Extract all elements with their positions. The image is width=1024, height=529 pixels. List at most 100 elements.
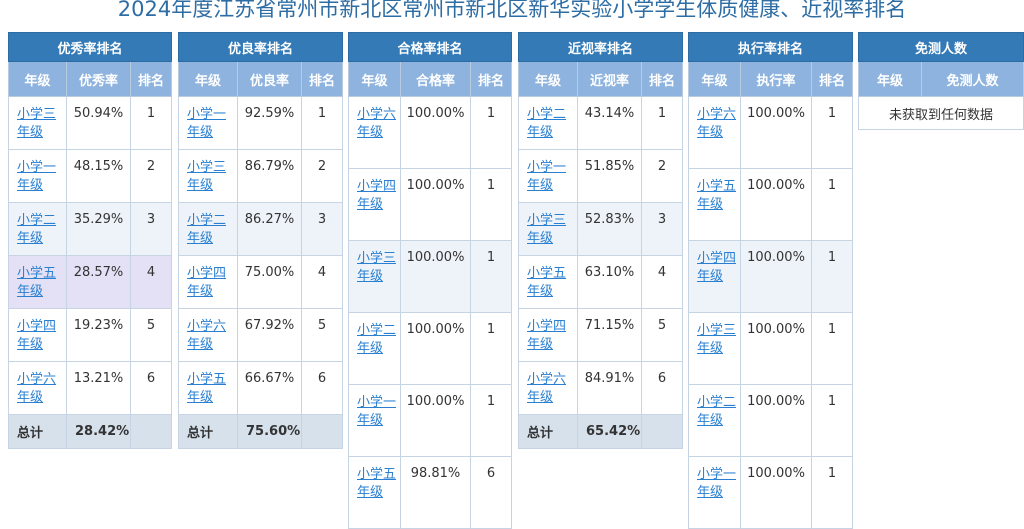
column-header-rank: 排名 xyxy=(300,61,344,97)
table-row: 小学三年级 52.83% 3 xyxy=(518,202,684,256)
grade-link[interactable]: 小学六年级 xyxy=(697,107,737,140)
column-header-grade: 年级 xyxy=(8,61,67,97)
empty-row: 未获取到任何数据 xyxy=(857,96,1024,130)
rate-value: 100.00% xyxy=(740,456,812,529)
myopia-rate-panel: 近视率排名 年级 近视率 排名 小学二年级 43.14% 1 小学一年级 51.… xyxy=(517,32,684,449)
grade-link[interactable]: 小学五年级 xyxy=(527,266,567,299)
grade-link[interactable]: 小学一年级 xyxy=(697,467,737,500)
table-row: 小学二年级 100.00% 1 xyxy=(348,312,513,385)
rate-value: 50.94% xyxy=(66,96,131,150)
total-rank-empty xyxy=(640,414,684,449)
column-header-rank: 排名 xyxy=(469,61,513,97)
total-rank-empty xyxy=(129,414,173,449)
table-row: 小学五年级 100.00% 1 xyxy=(688,168,854,241)
grade-link[interactable]: 小学三年级 xyxy=(527,213,567,246)
rate-value: 48.15% xyxy=(66,149,131,203)
rate-value: 100.00% xyxy=(740,312,812,385)
rate-value: 35.29% xyxy=(66,202,131,256)
rank-value: 6 xyxy=(640,361,684,415)
total-label: 总计 xyxy=(518,414,578,449)
rank-value: 1 xyxy=(300,96,344,150)
grade-link[interactable]: 小学一年级 xyxy=(17,160,57,193)
grade-link[interactable]: 小学五年级 xyxy=(187,372,227,405)
total-value: 75.60% xyxy=(237,414,302,449)
myopia-rate-table: 近视率排名 年级 近视率 排名 小学二年级 43.14% 1 小学一年级 51.… xyxy=(517,32,684,449)
rank-value: 6 xyxy=(129,361,173,415)
table-row: 小学六年级 100.00% 1 xyxy=(348,96,513,169)
table-caption: 执行率排名 xyxy=(687,32,854,62)
grade-link[interactable]: 小学二年级 xyxy=(697,395,737,428)
table-caption: 免测人数 xyxy=(857,32,1024,62)
grade-link[interactable]: 小学二年级 xyxy=(187,213,227,246)
table-row: 小学三年级 86.79% 2 xyxy=(178,149,344,203)
column-header-grade: 年级 xyxy=(518,61,578,97)
table-row: 小学五年级 66.67% 6 xyxy=(178,361,344,415)
rank-value: 1 xyxy=(469,384,513,457)
grade-link[interactable]: 小学六年级 xyxy=(187,319,227,352)
rate-value: 51.85% xyxy=(577,149,642,203)
rate-value: 52.83% xyxy=(577,202,642,256)
rank-value: 1 xyxy=(129,96,173,150)
grade-link[interactable]: 小学一年级 xyxy=(187,107,227,140)
table-caption: 近视率排名 xyxy=(517,32,684,62)
rank-value: 3 xyxy=(300,202,344,256)
total-rank-empty xyxy=(300,414,344,449)
grade-link[interactable]: 小学二年级 xyxy=(527,107,567,140)
grade-link[interactable]: 小学一年级 xyxy=(357,395,397,428)
table-row: 小学四年级 71.15% 5 xyxy=(518,308,684,362)
rate-value: 84.91% xyxy=(577,361,642,415)
rate-value: 100.00% xyxy=(740,240,812,313)
rank-value: 6 xyxy=(300,361,344,415)
grade-link[interactable]: 小学五年级 xyxy=(17,266,57,299)
grade-link[interactable]: 小学四年级 xyxy=(17,319,57,352)
rate-value: 67.92% xyxy=(237,308,302,362)
grade-link[interactable]: 小学一年级 xyxy=(527,160,567,193)
rank-value: 1 xyxy=(640,96,684,150)
grade-link[interactable]: 小学六年级 xyxy=(357,107,397,140)
table-row: 小学一年级 51.85% 2 xyxy=(518,149,684,203)
rate-value: 19.23% xyxy=(66,308,131,362)
rate-value: 100.00% xyxy=(400,240,471,313)
grade-link[interactable]: 小学五年级 xyxy=(357,467,397,500)
column-header-grade: 年级 xyxy=(348,61,401,97)
column-header-grade: 年级 xyxy=(858,61,922,97)
rank-value: 2 xyxy=(300,149,344,203)
rank-value: 2 xyxy=(640,149,684,203)
grade-link[interactable]: 小学四年级 xyxy=(357,179,397,212)
grade-link[interactable]: 小学三年级 xyxy=(17,107,57,140)
rank-value: 1 xyxy=(469,312,513,385)
grade-link[interactable]: 小学二年级 xyxy=(357,323,397,356)
grade-link[interactable]: 小学四年级 xyxy=(527,319,567,352)
rate-value: 66.67% xyxy=(237,361,302,415)
rate-value: 75.00% xyxy=(237,255,302,309)
table-row: 小学二年级 43.14% 1 xyxy=(518,96,684,150)
table-row: 小学一年级 100.00% 1 xyxy=(348,384,513,457)
table-row: 小学六年级 67.92% 5 xyxy=(178,308,344,362)
rank-value: 4 xyxy=(129,255,173,309)
rate-value: 86.79% xyxy=(237,149,302,203)
grade-link[interactable]: 小学二年级 xyxy=(17,213,57,246)
column-header-rank: 排名 xyxy=(640,61,684,97)
rate-value: 92.59% xyxy=(237,96,302,150)
grade-link[interactable]: 小学六年级 xyxy=(17,372,57,405)
table-row: 小学三年级 100.00% 1 xyxy=(688,312,854,385)
grade-link[interactable]: 小学四年级 xyxy=(697,251,737,284)
rate-value: 100.00% xyxy=(400,312,471,385)
excellent-rate-panel: 优秀率排名 年级 优秀率 排名 小学三年级 50.94% 1 小学一年级 48.… xyxy=(7,32,173,449)
grade-link[interactable]: 小学六年级 xyxy=(527,372,567,405)
grade-link[interactable]: 小学五年级 xyxy=(697,179,737,212)
table-row: 小学四年级 75.00% 4 xyxy=(178,255,344,309)
rank-value: 1 xyxy=(469,240,513,313)
rank-value: 1 xyxy=(469,96,513,169)
column-header-execution-rate: 执行率 xyxy=(740,61,812,97)
grade-link[interactable]: 小学三年级 xyxy=(357,251,397,284)
rank-value: 5 xyxy=(300,308,344,362)
table-row: 小学二年级 86.27% 3 xyxy=(178,202,344,256)
excellent-rate-table: 优秀率排名 年级 优秀率 排名 小学三年级 50.94% 1 小学一年级 48.… xyxy=(7,32,173,449)
column-header-myopia-rate: 近视率 xyxy=(577,61,642,97)
good-rate-table: 优良率排名 年级 优良率 排名 小学一年级 92.59% 1 小学三年级 86.… xyxy=(177,32,344,449)
exempt-count-panel: 免测人数 年级 免测人数 未获取到任何数据 xyxy=(857,32,1024,130)
grade-link[interactable]: 小学三年级 xyxy=(697,323,737,356)
grade-link[interactable]: 小学四年级 xyxy=(187,266,227,299)
grade-link[interactable]: 小学三年级 xyxy=(187,160,227,193)
